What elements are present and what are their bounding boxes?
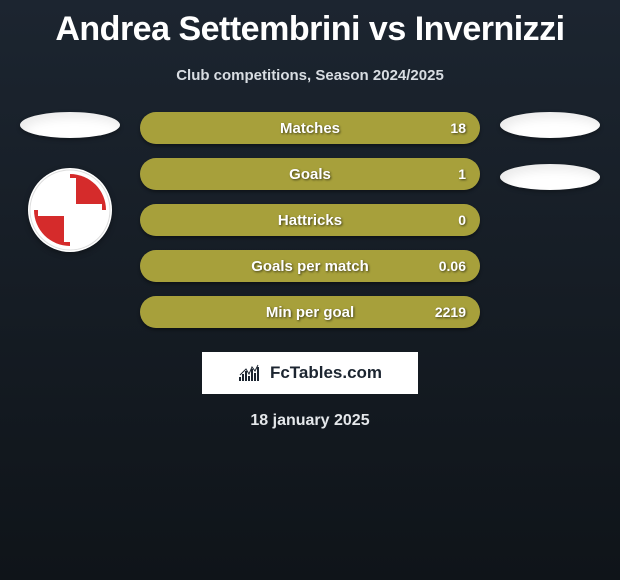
stat-label: Matches (280, 120, 340, 137)
player2-oval (500, 112, 600, 138)
player1-oval (20, 112, 120, 138)
infographic-container: Andrea Settembrini vs Invernizzi Club co… (0, 0, 620, 430)
page-title: Andrea Settembrini vs Invernizzi (55, 10, 564, 49)
right-column (490, 112, 610, 190)
stat-row-matches: Matches 18 (140, 112, 480, 144)
main-layout: Matches 18 Goals 1 Hattricks 0 Goals per… (0, 112, 620, 328)
stat-row-goals-per-match: Goals per match 0.06 (140, 250, 480, 282)
stat-value: 18 (450, 120, 466, 136)
player2-oval-secondary (500, 164, 600, 190)
stat-label: Min per goal (266, 304, 354, 321)
stat-row-goals: Goals 1 (140, 158, 480, 190)
stat-value: 0 (458, 212, 466, 228)
subtitle: Club competitions, Season 2024/2025 (176, 67, 444, 84)
brand-text: FcTables.com (270, 363, 382, 383)
stat-row-min-per-goal: Min per goal 2219 (140, 296, 480, 328)
stat-value: 1 (458, 166, 466, 182)
stat-value: 0.06 (439, 258, 466, 274)
stat-value: 2219 (435, 304, 466, 320)
stat-label: Hattricks (278, 212, 342, 229)
date-text: 18 january 2025 (250, 412, 369, 430)
stats-column: Matches 18 Goals 1 Hattricks 0 Goals per… (140, 112, 480, 328)
club-badge (28, 168, 112, 252)
club-badge-svg (28, 168, 112, 252)
stat-label: Goals (289, 166, 331, 183)
brand-bars-icon (238, 363, 264, 383)
left-column (10, 112, 130, 252)
brand-box: FcTables.com (202, 352, 418, 394)
stat-label: Goals per match (251, 258, 369, 275)
stat-row-hattricks: Hattricks 0 (140, 204, 480, 236)
